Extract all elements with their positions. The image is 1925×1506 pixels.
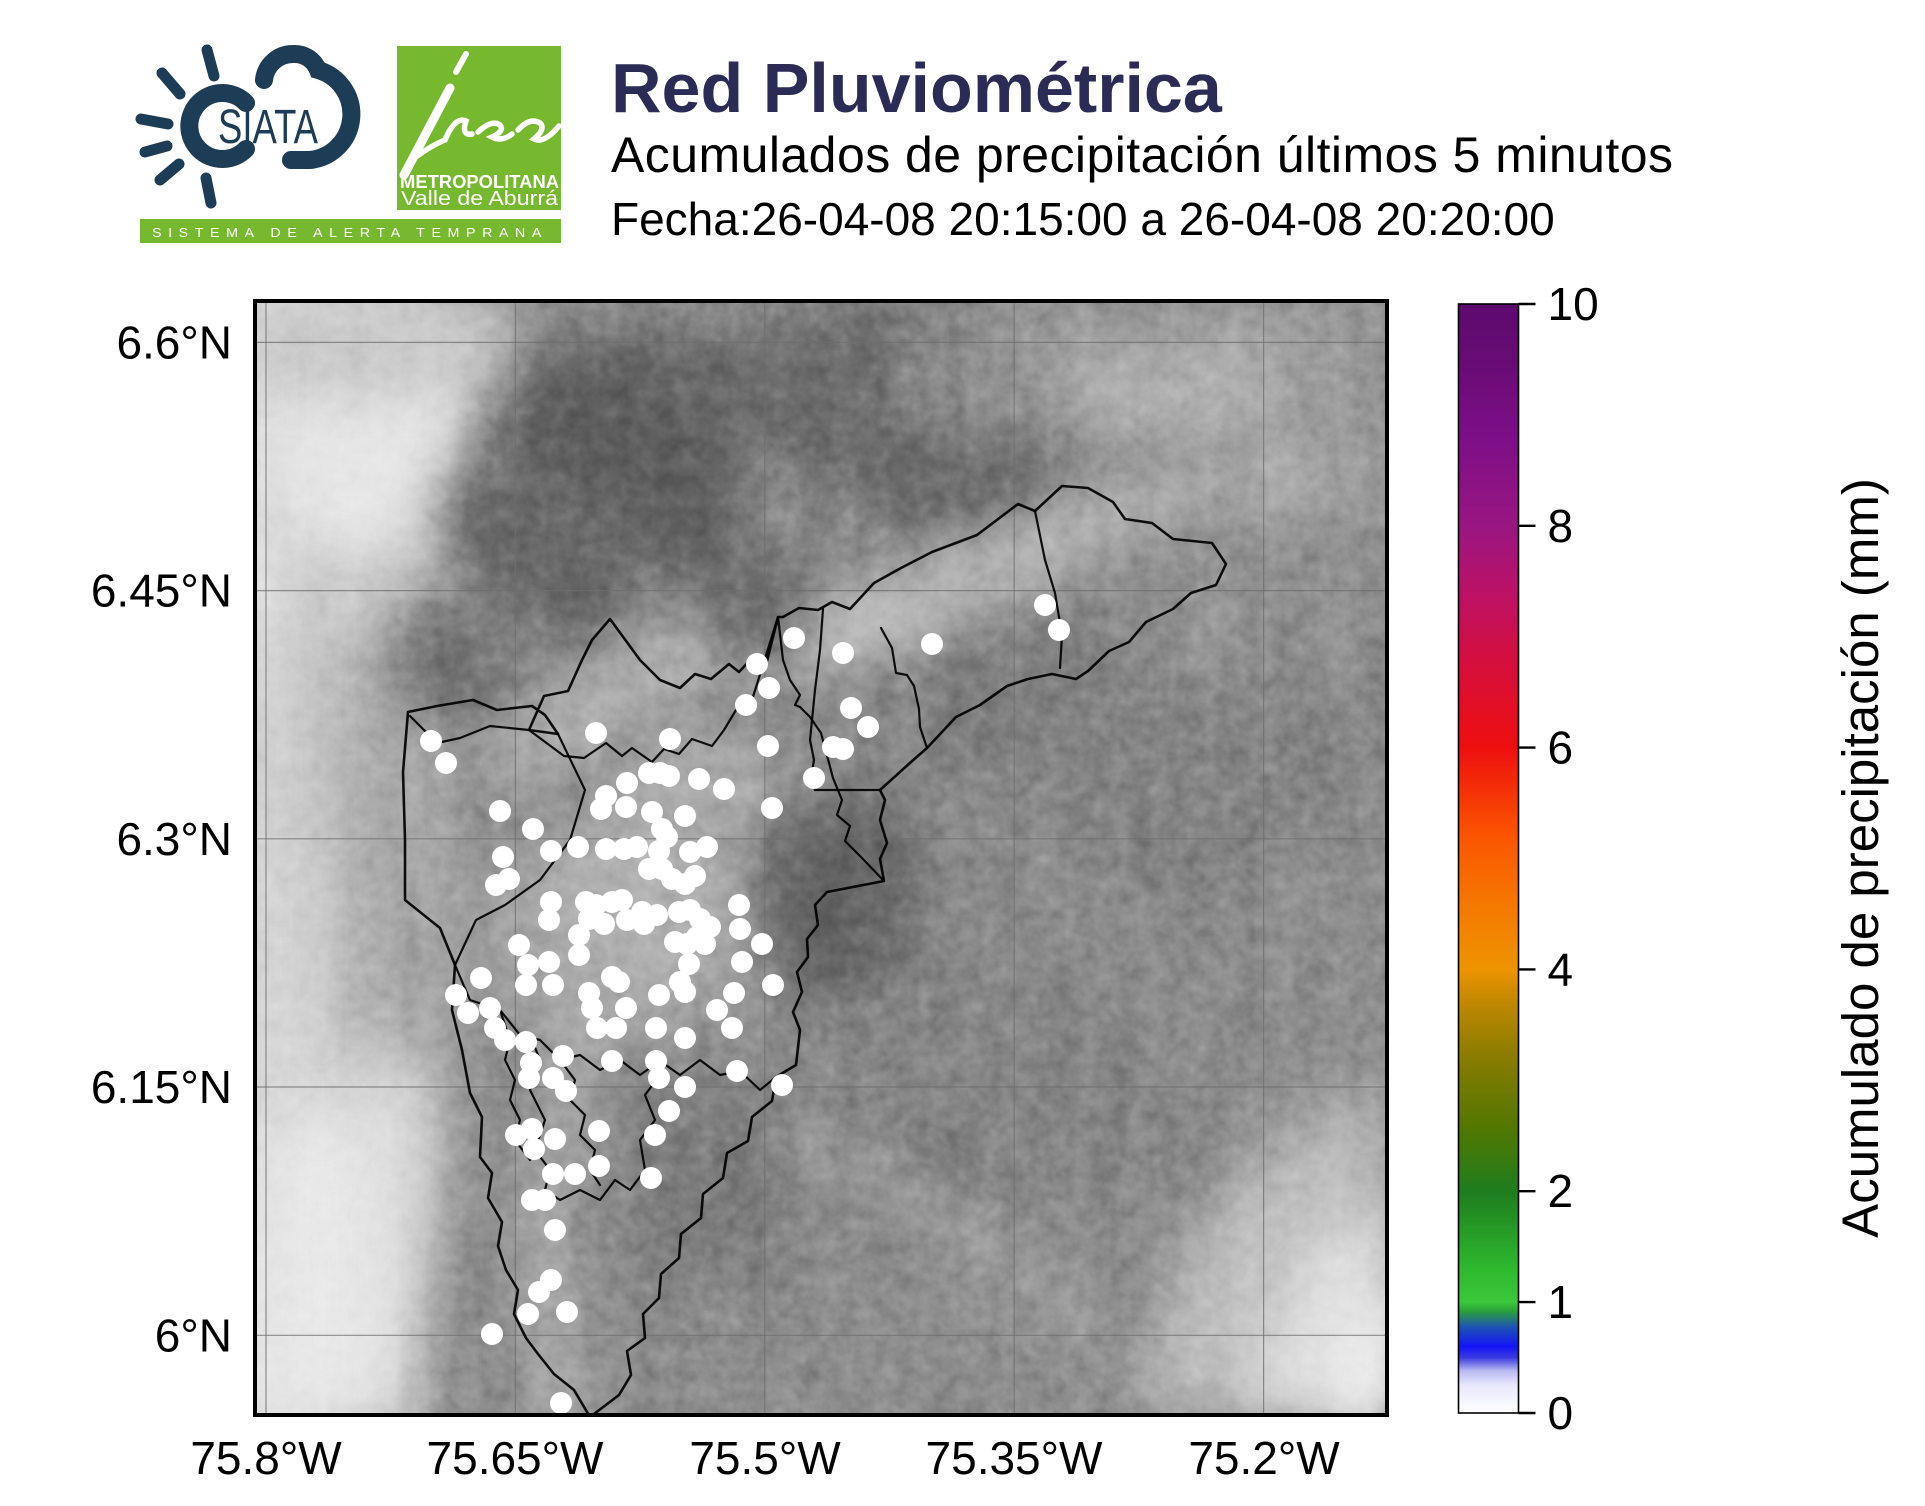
svg-text:METROPOLITANA: METROPOLITANA xyxy=(400,172,559,192)
svg-text:75.5°W: 75.5°W xyxy=(689,1432,841,1484)
svg-text:6.15°N: 6.15°N xyxy=(91,1061,232,1113)
svg-text:4: 4 xyxy=(1548,943,1574,995)
svg-text:75.2°W: 75.2°W xyxy=(1188,1432,1340,1484)
svg-text:2: 2 xyxy=(1548,1165,1574,1217)
svg-text:Valle de Aburrá: Valle de Aburrá xyxy=(401,188,559,210)
svg-text:6.3°N: 6.3°N xyxy=(116,813,232,865)
svg-text:10: 10 xyxy=(1548,278,1599,330)
svg-text:SIATA: SIATA xyxy=(218,101,318,154)
svg-text:6: 6 xyxy=(1548,722,1574,774)
svg-text:75.65°W: 75.65°W xyxy=(427,1432,605,1484)
svg-text:6°N: 6°N xyxy=(155,1309,232,1361)
svg-text:1: 1 xyxy=(1548,1276,1574,1328)
svg-text:8: 8 xyxy=(1548,500,1574,552)
svg-text:6.6°N: 6.6°N xyxy=(116,316,232,368)
svg-text:SISTEMA DE ALERTA TEMPRANA: SISTEMA DE ALERTA TEMPRANA xyxy=(152,225,548,240)
svg-text:75.35°W: 75.35°W xyxy=(926,1432,1104,1484)
svg-text:6.45°N: 6.45°N xyxy=(91,565,232,617)
svg-text:75.8°W: 75.8°W xyxy=(190,1432,342,1484)
svg-text:Acumulado de precipitación (mm: Acumulado de precipitación (mm) xyxy=(1832,478,1889,1238)
svg-text:0: 0 xyxy=(1548,1387,1574,1439)
